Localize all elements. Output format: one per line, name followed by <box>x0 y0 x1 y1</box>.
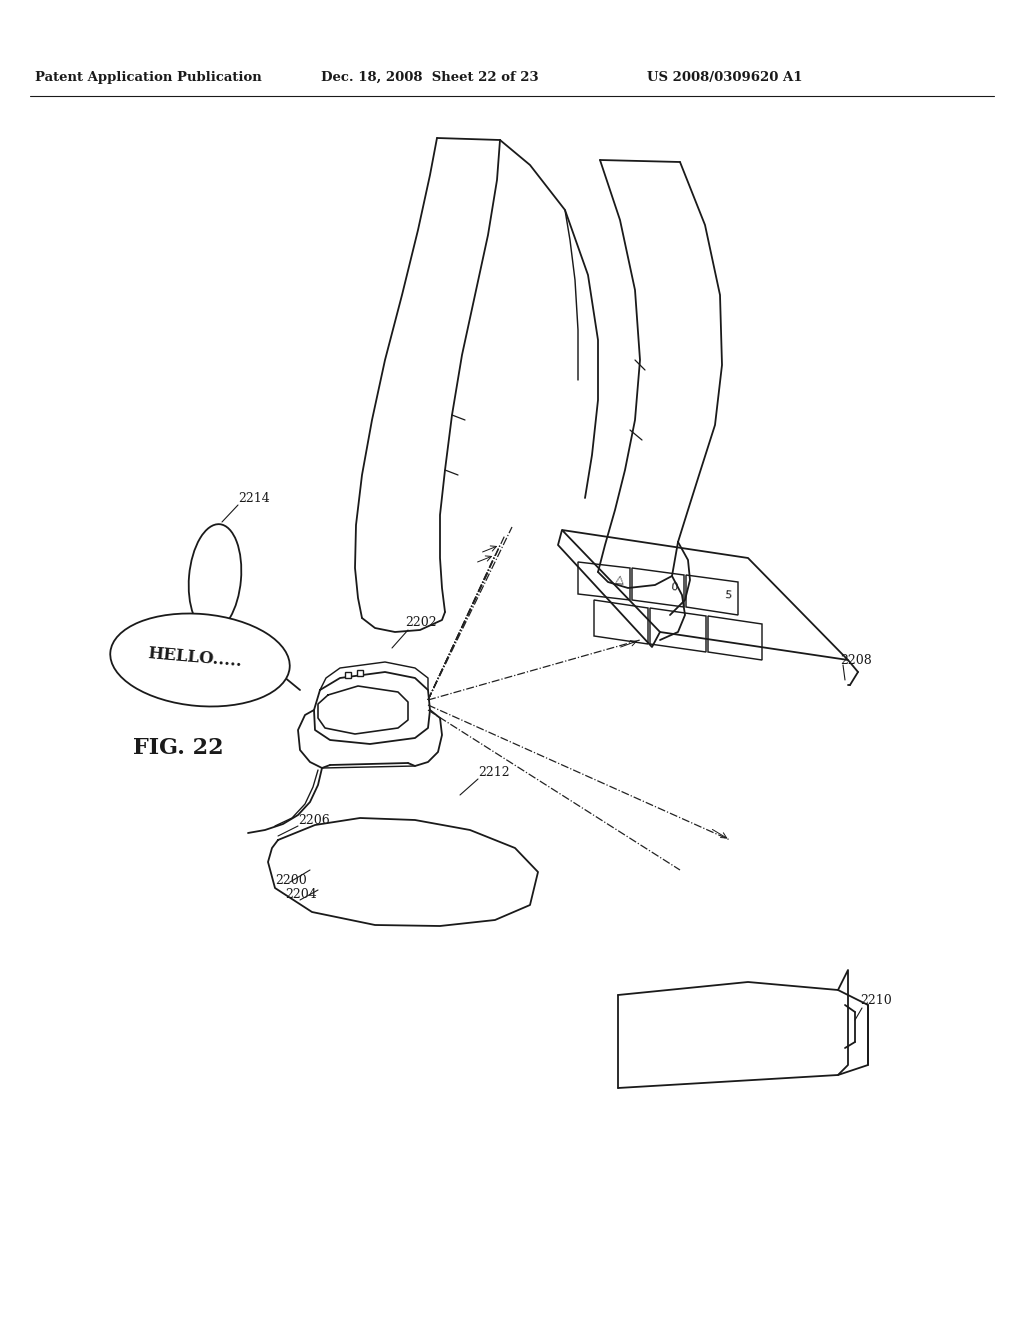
Ellipse shape <box>111 614 290 706</box>
Text: FIG. 22: FIG. 22 <box>133 737 223 759</box>
Text: Patent Application Publication: Patent Application Publication <box>35 70 261 83</box>
Text: 2206: 2206 <box>298 813 330 826</box>
Text: 2202: 2202 <box>406 615 436 628</box>
Text: 2208: 2208 <box>840 653 871 667</box>
Text: US 2008/0309620 A1: US 2008/0309620 A1 <box>647 70 803 83</box>
Text: HELLO.....: HELLO..... <box>147 645 243 671</box>
Text: 2210: 2210 <box>860 994 892 1006</box>
Text: 2214: 2214 <box>238 491 269 504</box>
Text: 5: 5 <box>724 590 732 601</box>
Text: 0: 0 <box>670 582 678 593</box>
Text: 2212: 2212 <box>478 766 510 779</box>
Text: △: △ <box>615 574 625 585</box>
Text: 2200: 2200 <box>275 874 307 887</box>
Text: Dec. 18, 2008  Sheet 22 of 23: Dec. 18, 2008 Sheet 22 of 23 <box>322 70 539 83</box>
Text: 2204: 2204 <box>285 888 316 902</box>
